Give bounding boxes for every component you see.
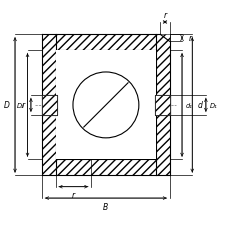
Text: D₂: D₂ [17, 102, 25, 109]
Bar [56, 35, 155, 51]
Text: r: r [21, 101, 25, 110]
Bar [56, 51, 155, 160]
Text: d: d [197, 101, 202, 110]
Text: d₁: d₁ [185, 102, 191, 109]
Bar [154, 96, 169, 115]
Text: r: r [163, 11, 166, 19]
Bar [154, 96, 169, 115]
Bar [42, 96, 57, 115]
Text: r: r [71, 190, 75, 199]
Bar [42, 35, 56, 176]
Bar [42, 35, 169, 176]
Bar [56, 160, 155, 176]
Bar [42, 96, 57, 115]
Text: r: r [188, 34, 191, 43]
Circle shape [73, 73, 138, 138]
Text: B: B [103, 202, 108, 211]
Text: D₁: D₁ [209, 102, 217, 109]
Bar [155, 35, 169, 176]
Text: D: D [4, 101, 10, 110]
